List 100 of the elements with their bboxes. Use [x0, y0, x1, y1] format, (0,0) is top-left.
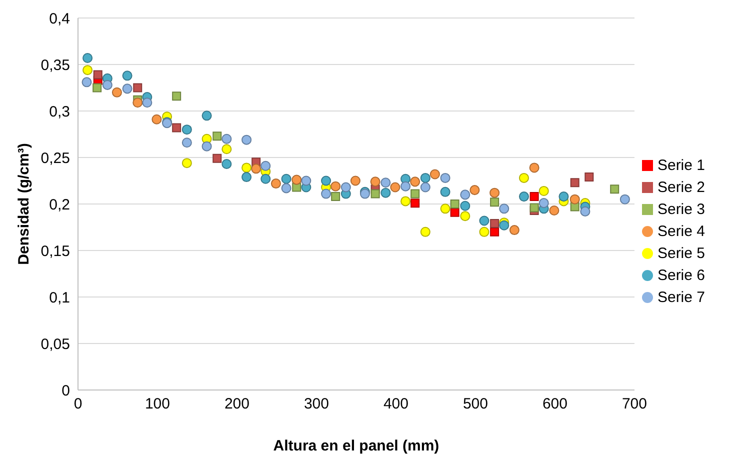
point — [460, 200, 470, 211]
point — [222, 159, 232, 170]
point — [202, 141, 212, 152]
point — [82, 65, 93, 76]
point — [370, 176, 380, 187]
point — [420, 226, 430, 237]
point — [380, 188, 391, 198]
point — [321, 176, 332, 186]
point — [440, 204, 450, 214]
point — [122, 70, 132, 81]
point — [530, 203, 539, 212]
point — [420, 182, 430, 192]
point — [331, 192, 340, 202]
point — [390, 182, 400, 192]
point — [490, 198, 500, 207]
point — [400, 196, 411, 206]
point — [82, 52, 93, 63]
x-tick-label: 700 — [622, 396, 647, 413]
point — [440, 172, 450, 183]
point — [479, 226, 490, 237]
point — [450, 200, 460, 208]
y-tick-label: 0,05 — [40, 336, 70, 353]
point — [292, 182, 302, 192]
point — [82, 77, 92, 88]
point — [570, 178, 580, 188]
legend-label: Serie 6 — [657, 266, 705, 284]
point — [93, 70, 102, 80]
point — [570, 194, 580, 204]
point — [479, 216, 490, 226]
point — [222, 134, 232, 144]
y-tick-label: 0,35 — [40, 56, 70, 74]
legend-label: Serie 4 — [657, 222, 705, 240]
point — [410, 189, 420, 198]
point — [242, 162, 252, 173]
point — [538, 198, 549, 208]
point — [430, 169, 440, 180]
point — [470, 185, 480, 196]
point — [350, 176, 360, 186]
point — [538, 186, 549, 196]
point — [490, 227, 500, 236]
point — [499, 220, 510, 230]
point — [281, 174, 292, 184]
legend-label: Serie 3 — [657, 200, 705, 218]
y-axis-title: Densidad (g/cm³) — [15, 143, 32, 265]
point — [281, 183, 292, 194]
point — [340, 182, 351, 192]
y-tick-label: 0,15 — [40, 242, 70, 260]
point — [370, 189, 380, 198]
point — [92, 83, 102, 92]
point — [321, 188, 332, 199]
point — [112, 87, 122, 98]
y-tick-label: 0,4 — [49, 10, 70, 28]
point — [182, 138, 192, 148]
point — [580, 206, 590, 216]
point — [172, 123, 182, 132]
point — [490, 219, 500, 228]
point — [490, 188, 500, 198]
point — [499, 204, 510, 214]
point — [212, 154, 222, 163]
legend-label: Serie 5 — [657, 244, 705, 262]
legend-label: Serie 7 — [657, 288, 705, 306]
point — [182, 158, 192, 168]
point — [380, 178, 391, 188]
x-tick-label: 100 — [144, 396, 170, 413]
point — [202, 110, 212, 121]
point — [172, 92, 182, 101]
point — [152, 114, 162, 124]
point — [270, 178, 281, 189]
point — [292, 174, 302, 185]
point — [620, 194, 630, 204]
point — [460, 190, 470, 200]
point — [410, 176, 420, 187]
legend-label: Serie 1 — [657, 156, 705, 174]
x-tick-label: 300 — [304, 396, 329, 413]
x-tick-label: 0 — [74, 396, 82, 413]
x-tick-label: 200 — [224, 396, 250, 413]
point — [610, 184, 620, 194]
point — [133, 83, 142, 92]
y-tick-label: 0,1 — [49, 289, 70, 306]
point — [518, 192, 529, 202]
point — [549, 206, 560, 216]
point — [182, 124, 192, 135]
point — [102, 80, 112, 90]
point — [400, 181, 411, 192]
point — [222, 144, 232, 154]
point — [558, 192, 569, 202]
point — [518, 172, 529, 183]
point — [529, 162, 540, 173]
point — [530, 192, 539, 202]
point — [420, 172, 430, 183]
point — [132, 98, 143, 108]
point — [450, 208, 460, 217]
x-tick-label: 500 — [462, 396, 488, 413]
x-tick-label: 400 — [383, 396, 408, 413]
point — [212, 132, 222, 141]
point — [260, 174, 271, 184]
x-axis-title: Altura en el panel (mm) — [273, 438, 440, 455]
legend-label: Serie 2 — [657, 178, 705, 196]
point — [122, 84, 132, 94]
point — [142, 98, 152, 108]
